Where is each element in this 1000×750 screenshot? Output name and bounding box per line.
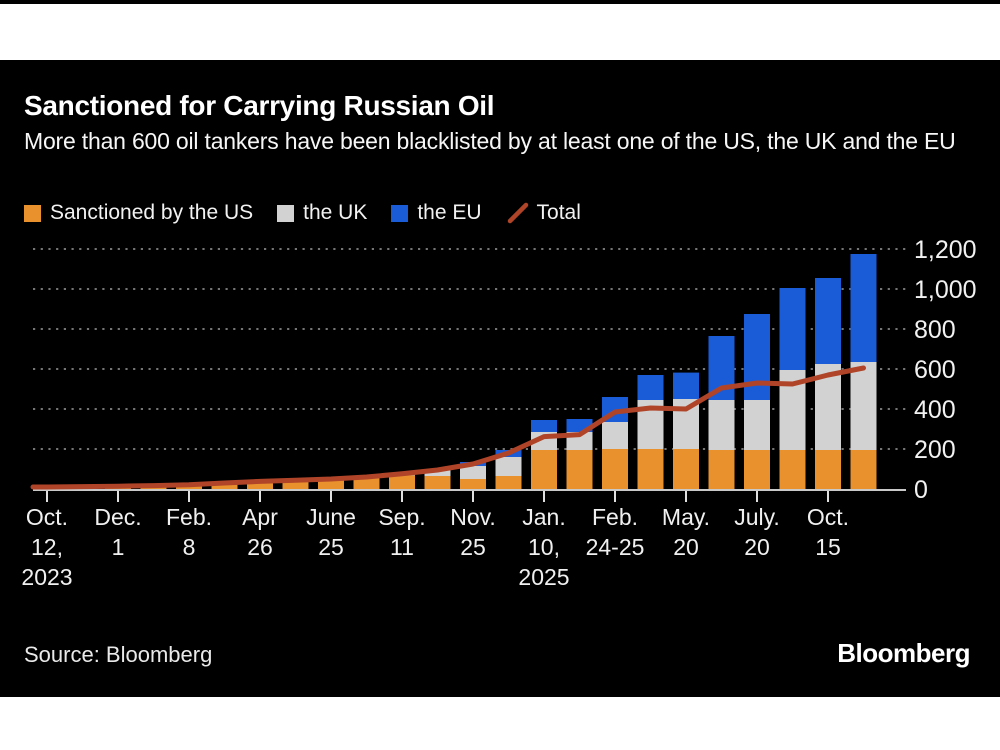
legend: Sanctioned by the US the UK the EU Total — [24, 201, 605, 225]
eu-swatch-icon — [391, 204, 409, 222]
us-swatch-icon — [24, 204, 41, 222]
y-axis: 0 200 400 600 800 1,000 1,200 — [914, 236, 977, 504]
legend-item-us: Sanctioned by the US — [24, 201, 253, 225]
legend-item-total: Total — [506, 201, 581, 225]
x-axis: Oct. 12, 2023 Dec. 1 Feb. 8 Apr 26 June 25 Sep. 11 No… — [21, 489, 906, 590]
svg-text:Dec.1: Dec. 1 — [94, 504, 141, 560]
legend-label-total: Total — [536, 201, 581, 224]
chart-area: Oct. 12, 2023 Dec. 1 Feb. 8 Apr 26 June 25 Sep. 11 No… — [0, 235, 1000, 610]
svg-text:Feb.8: Feb. 8 — [166, 504, 212, 560]
legend-label-eu: the EU — [417, 201, 482, 224]
legend-label-uk: the UK — [303, 201, 368, 224]
svg-text:600: 600 — [914, 356, 956, 384]
page-subtitle: More than 600 oil tankers have been blac… — [24, 128, 956, 154]
svg-text:Oct.12,2023: Oct. 12, 2023 — [21, 504, 72, 590]
svg-text:Feb.24-25: Feb. 24-25 — [586, 504, 645, 560]
svg-text:Nov.25: Nov. 25 — [450, 504, 496, 560]
legend-item-eu: the EU — [391, 201, 482, 225]
svg-text:Sep.11: Sep. 11 — [378, 504, 425, 560]
total-line — [30, 365, 866, 490]
page-title: Sanctioned for Carrying Russian Oil — [24, 90, 495, 121]
svg-text:400: 400 — [914, 396, 956, 424]
bloomberg-logo: Bloomberg — [837, 638, 970, 668]
svg-text:1,200: 1,200 — [914, 236, 977, 264]
chart-svg: Oct. 12, 2023 Dec. 1 Feb. 8 Apr 26 June 25 Sep. 11 No… — [21, 236, 977, 590]
svg-text:May.20: May. 20 — [662, 504, 710, 560]
chart-card: Sanctioned for Carrying Russian Oil More… — [0, 60, 1000, 697]
svg-text:0: 0 — [914, 476, 928, 504]
legend-item-uk: the UK — [277, 201, 367, 225]
svg-text:200: 200 — [914, 436, 956, 464]
svg-text:800: 800 — [914, 316, 956, 344]
svg-text:1,000: 1,000 — [914, 276, 977, 304]
source-text: Source: Bloomberg — [24, 642, 213, 667]
gridlines — [33, 248, 906, 450]
svg-text:Oct.15: Oct. 15 — [807, 504, 849, 560]
uk-swatch-icon — [277, 204, 295, 222]
legend-label-us: Sanctioned by the US — [50, 201, 254, 224]
svg-text:July.20: July. 20 — [734, 504, 780, 560]
top-border-rule — [0, 0, 1000, 4]
svg-text:Jan.10,2025: Jan. 10, 2025 — [518, 504, 569, 590]
total-line-icon — [506, 202, 530, 224]
